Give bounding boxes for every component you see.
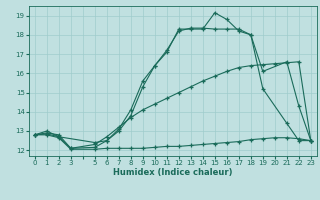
X-axis label: Humidex (Indice chaleur): Humidex (Indice chaleur) [113,168,233,177]
